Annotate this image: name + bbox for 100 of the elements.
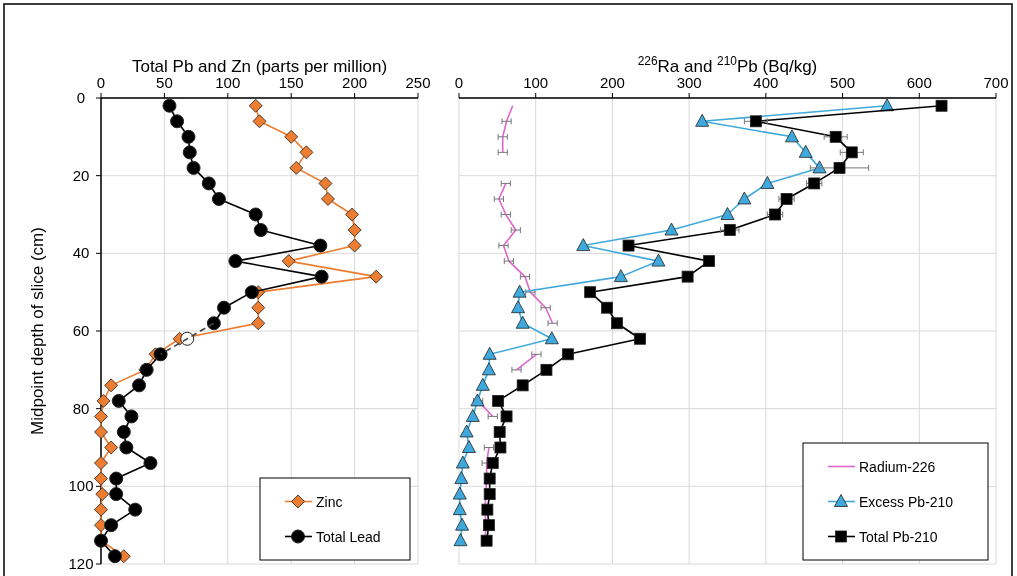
point [313,238,328,253]
point [453,533,468,547]
point [211,191,226,206]
point [119,440,134,455]
point [935,99,948,112]
y-tick-label: 60 [72,322,90,339]
point [251,316,266,331]
x-tick-label: 400 [753,74,779,91]
y-tick-label: 40 [72,244,90,262]
point [601,301,613,314]
x-tick-label: 600 [906,74,932,91]
point [347,238,362,253]
point [455,517,469,531]
point [454,471,469,484]
point [252,114,267,129]
legend-label: Radium-226 [859,458,936,475]
point [562,348,574,361]
point [132,378,147,393]
point [109,487,124,502]
point [486,457,499,469]
point [347,223,362,237]
point [576,238,591,251]
point [481,503,494,516]
point [153,347,168,362]
point [465,409,480,422]
point [516,379,529,392]
point [107,549,122,564]
point [94,456,108,470]
point [462,440,476,453]
point [482,362,496,376]
point [248,207,263,222]
point [720,207,735,220]
x-tick-label: 100 [215,74,241,91]
point [613,269,628,283]
point [452,486,467,500]
point [760,176,775,189]
point [201,176,216,191]
y-tick-label: 100 [68,477,94,495]
x-tick-label: 300 [676,74,702,91]
y-axis-title: Midpoint depth of slice (cm) [28,227,47,435]
x-tick-label: 500 [830,74,856,91]
point [109,471,124,486]
y-tick-label: 80 [72,399,90,417]
point [833,162,846,174]
point [186,160,201,175]
point [482,346,497,360]
point [124,409,139,424]
point [94,471,108,486]
point [483,488,496,500]
y-tick-label: 20 [72,166,90,184]
point [162,98,177,113]
point [318,176,333,191]
point [455,455,470,469]
y-tick-label: 120 [68,555,94,572]
point [206,316,221,331]
point [244,285,259,300]
y-tick-label: 0 [76,89,86,106]
point [500,410,513,423]
point [452,502,467,516]
point [798,144,813,158]
point [785,129,799,143]
x-axis-title: Total Pb and Zn (parts per million) [131,57,388,76]
point [299,145,314,160]
point [228,254,243,269]
point [369,269,384,284]
point [494,441,507,454]
point [95,487,110,501]
point [345,207,359,222]
point [111,393,126,408]
point [634,332,646,345]
legend-label: Zinc [316,493,343,510]
point [181,129,196,144]
x-tick-label: 50 [156,74,173,91]
point [104,378,119,393]
x-axis-title: $^{226}$Ra and $^{210}$Pb (Bq/kg) [637,54,818,76]
point [281,254,296,268]
x-tick-label: 0 [96,74,106,91]
x-tick-label: 0 [454,74,464,91]
point [475,377,490,391]
point [314,269,329,284]
point [94,425,108,439]
point [512,284,527,298]
point [483,519,495,532]
point [289,161,304,175]
point [94,502,108,517]
x-tick-label: 700 [983,74,1009,91]
point [544,331,559,345]
point [480,534,493,547]
point [540,363,553,376]
x-tick-label: 100 [523,74,549,91]
point [829,130,842,143]
point [703,255,715,267]
point [217,300,231,315]
point [483,472,496,485]
point [253,223,268,238]
point [492,395,505,407]
point [493,426,506,438]
point [284,129,299,144]
point [104,518,119,533]
point [96,394,111,408]
